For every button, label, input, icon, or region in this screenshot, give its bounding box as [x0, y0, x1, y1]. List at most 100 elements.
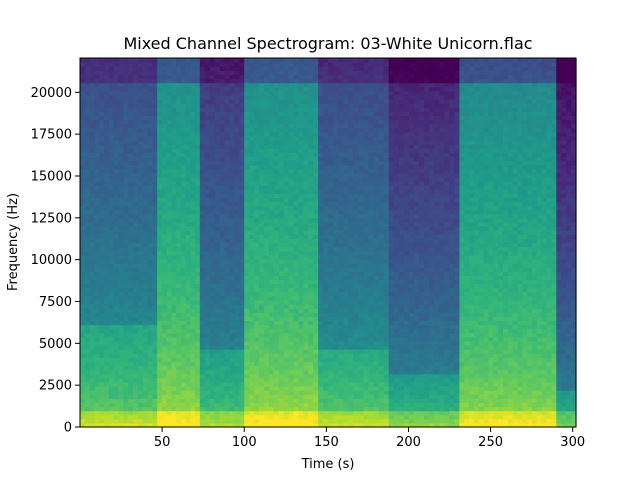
heatmap-cell: [133, 74, 139, 80]
heatmap-cell: [239, 226, 245, 231]
heatmap-cell: [338, 357, 344, 362]
heatmap-cell: [185, 135, 191, 141]
heatmap-cell: [157, 164, 163, 170]
heatmap-cell: [185, 267, 191, 272]
heatmap-cell: [171, 328, 177, 334]
heatmap-cell: [323, 246, 329, 252]
heatmap-cell: [323, 271, 329, 276]
heatmap-cell: [171, 86, 177, 92]
heatmap-cell: [84, 406, 91, 412]
heatmap-cell: [338, 324, 344, 330]
heatmap-cell: [244, 365, 250, 371]
heatmap-cell: [263, 164, 270, 170]
heatmap-cell: [94, 230, 100, 235]
heatmap-cell: [185, 78, 191, 84]
heatmap-cell: [259, 254, 265, 260]
heatmap-cell: [318, 345, 324, 350]
heatmap-cell: [199, 181, 206, 186]
heatmap-cell: [298, 394, 304, 399]
heatmap-cell: [283, 402, 290, 408]
heatmap-cell: [133, 258, 139, 264]
heatmap-cell: [278, 283, 285, 289]
heatmap-cell: [118, 365, 125, 371]
heatmap-cell: [204, 246, 211, 252]
heatmap-cell: [80, 123, 86, 129]
heatmap-cell: [147, 267, 153, 272]
heatmap-cell: [303, 283, 309, 289]
heatmap-cell: [214, 373, 221, 379]
heatmap-cell: [104, 152, 110, 157]
heatmap-cell: [328, 82, 334, 88]
heatmap-cell: [171, 287, 177, 293]
heatmap-cell: [84, 58, 91, 63]
heatmap-cell: [80, 99, 86, 104]
heatmap-cell: [283, 410, 290, 416]
heatmap-cell: [313, 267, 319, 272]
heatmap-cell: [128, 185, 134, 190]
heatmap-cell: [263, 144, 270, 149]
heatmap-cell: [108, 70, 115, 75]
heatmap-cell: [133, 172, 139, 178]
heatmap-cell: [338, 78, 344, 84]
heatmap-cell: [259, 168, 265, 174]
heatmap-cell: [89, 168, 96, 174]
heatmap-cell: [195, 107, 201, 112]
heatmap-cell: [328, 152, 334, 157]
heatmap-cell: [333, 209, 339, 215]
heatmap-cell: [204, 250, 211, 256]
heatmap-cell: [273, 377, 280, 383]
heatmap-cell: [303, 267, 309, 272]
heatmap-cell: [190, 148, 196, 153]
heatmap-cell: [133, 226, 139, 231]
heatmap-cell: [185, 123, 191, 129]
heatmap-cell: [94, 201, 100, 207]
heatmap-cell: [343, 340, 350, 346]
heatmap-cell: [128, 283, 134, 289]
heatmap-cell: [166, 336, 173, 342]
heatmap-cell: [234, 176, 240, 182]
heatmap-cell: [308, 377, 314, 383]
heatmap-cell: [152, 213, 158, 219]
heatmap-cell: [209, 279, 216, 285]
heatmap-cell: [303, 176, 309, 182]
heatmap-cell: [273, 345, 280, 350]
heatmap-cell: [152, 361, 158, 367]
heatmap-cell: [249, 275, 255, 280]
heatmap-cell: [244, 111, 250, 116]
heatmap-cell: [283, 361, 290, 367]
heatmap-cell: [313, 197, 319, 203]
heatmap-cell: [263, 62, 270, 67]
heatmap-cell: [239, 189, 245, 194]
heatmap-cell: [338, 172, 344, 178]
heatmap-cell: [161, 135, 168, 141]
heatmap-cell: [176, 62, 182, 67]
heatmap-cell: [104, 176, 110, 182]
heatmap-cell: [308, 414, 314, 420]
heatmap-cell: [239, 127, 245, 133]
heatmap-cell: [338, 135, 344, 141]
heatmap-cell: [157, 62, 163, 67]
heatmap-cell: [244, 267, 250, 272]
heatmap-cell: [313, 160, 319, 166]
heatmap-cell: [133, 168, 139, 174]
heatmap-cell: [128, 410, 134, 416]
heatmap-cell: [128, 308, 134, 313]
heatmap-cell: [229, 324, 235, 330]
heatmap-cell: [259, 213, 265, 219]
heatmap-cell: [171, 299, 177, 305]
heatmap-cell: [209, 263, 216, 268]
heatmap-cell: [180, 58, 187, 63]
heatmap-cell: [333, 70, 339, 75]
heatmap-cell: [254, 238, 260, 244]
heatmap-cell: [308, 213, 314, 219]
heatmap-cell: [99, 90, 105, 96]
heatmap-cell: [259, 308, 265, 313]
heatmap-cell: [303, 213, 309, 219]
heatmap-cell: [123, 209, 129, 215]
heatmap-cell: [268, 217, 275, 223]
heatmap-cell: [308, 156, 314, 162]
heatmap-cell: [142, 70, 149, 75]
heatmap-cell: [268, 238, 275, 244]
heatmap-cell: [328, 336, 334, 342]
heatmap-cell: [180, 70, 187, 75]
